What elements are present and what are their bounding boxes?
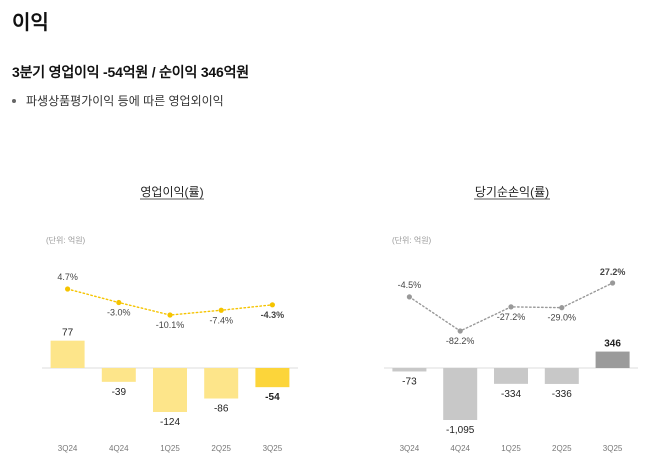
chart2-x-tick: 3Q24 (400, 444, 420, 453)
chart2-ratio-label: 27.2% (600, 267, 626, 277)
chart1-bar-3Q25 (255, 368, 290, 388)
chart1-bar-3Q24 (50, 340, 85, 368)
chart1-ratio-label: 4.7% (57, 272, 78, 282)
chart1-x-tick: 4Q24 (109, 444, 129, 453)
chart2-value-label: -334 (501, 389, 521, 400)
chart1-ratio-label: -10.1% (156, 320, 185, 330)
chart2-value-label: 346 (604, 339, 621, 350)
chart1-value-label: -86 (214, 404, 229, 415)
chart1-ratio-point (218, 307, 224, 313)
chart2-ratio-point (559, 305, 565, 311)
chart2-ratio-label: -4.5% (398, 280, 422, 290)
chart2-ratio-label: -82.2% (446, 336, 475, 346)
bullet-dot-icon (12, 98, 16, 103)
chart2-x-tick: 1Q25 (501, 444, 521, 453)
chart1-x-tick: 1Q25 (160, 444, 180, 453)
chart2-bar-3Q24 (392, 368, 427, 372)
chart1-value-label: -39 (112, 387, 127, 398)
chart2-ratio-label: -29.0% (548, 313, 577, 323)
chart1-value-label: 77 (62, 328, 74, 339)
chart2-ratio-point (406, 294, 412, 300)
page-title: 이익 (12, 12, 49, 34)
chart2-ratio-point (610, 280, 616, 286)
chart1-bar-4Q24 (101, 368, 136, 382)
chart2-ratio-label: -27.2% (497, 312, 526, 322)
chart1-bar-2Q25 (204, 368, 239, 399)
chart1-ratio-point (167, 312, 173, 318)
chart2-bar-2Q25 (544, 368, 579, 384)
chart1-unit-note: (단위: 억원) (46, 235, 86, 245)
chart2-x-tick: 4Q24 (450, 444, 470, 453)
chart2-x-tick: 2Q25 (552, 444, 572, 453)
chart2-value-label: -336 (552, 389, 572, 400)
chart2-value-label: -1,095 (446, 425, 475, 436)
chart2-ratio-point (457, 328, 463, 334)
chart1-ratio-point (65, 286, 71, 292)
chart1-x-tick: 3Q25 (263, 444, 283, 453)
bullet-note: 파생상품평가이익 등에 따른 영업외이익 (12, 92, 224, 109)
chart1-x-tick: 2Q25 (211, 444, 231, 453)
chart2-unit-note: (단위: 억원) (392, 235, 432, 245)
chart2-bar-3Q25 (595, 351, 630, 368)
bullet-text: 파생상품평가이익 등에 따른 영업외이익 (26, 94, 224, 108)
chart2-value-label: -73 (402, 376, 417, 387)
chart1-title: 영업이익(률) (140, 185, 203, 199)
chart2-bar-1Q25 (494, 368, 528, 384)
chart2-x-tick: 3Q25 (603, 444, 623, 453)
chart1-ratio-point (116, 299, 122, 306)
chart2-plot: -73 3Q24 -1,095 4Q24 -334 1Q25 -336 2Q25 346 3Q25… (384, 267, 638, 453)
chart1-value-label: -124 (160, 417, 180, 428)
chart1-x-tick: 3Q24 (58, 444, 78, 453)
chart2-title: 당기순손익(률) (475, 185, 549, 199)
chart2-ratio-point (508, 304, 514, 310)
chart1-plot: 77 3Q24 -39 4Q24 -124 1Q25 -86 2Q25 -54 3Q25 4.7% -… (42, 272, 298, 453)
headline-summary: 3분기 영업이익 -54억원 / 순이익 346억원 (12, 64, 249, 80)
chart1-ratio-label: -7.4% (209, 315, 233, 325)
chart1-bar-1Q25 (153, 368, 187, 412)
chart1-ratio-line (66, 288, 274, 316)
chart1-ratio-label: -3.0% (107, 308, 131, 318)
chart1-ratio-point (269, 302, 275, 308)
chart1-ratio-label: -4.3% (261, 310, 285, 320)
chart2-bar-4Q24 (443, 368, 478, 420)
chart1-value-label: -54 (265, 392, 280, 403)
